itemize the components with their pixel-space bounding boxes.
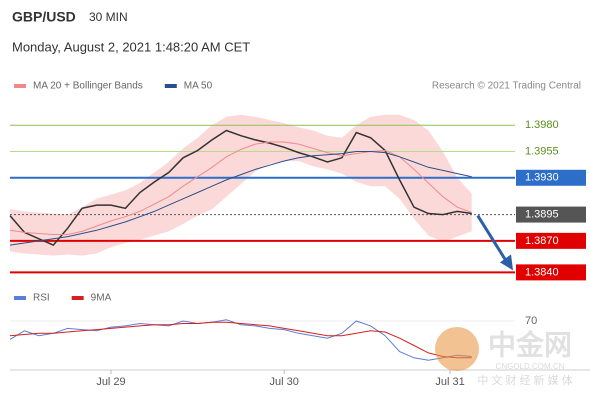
watermark: 中金网 CNGOLD.COM.CN 中 文 财 经 新 媒 体 (435, 327, 573, 387)
projection-arrowhead (500, 254, 513, 271)
series-line (9, 151, 472, 246)
legend-swatch (14, 296, 26, 300)
legend-label: 9MA (91, 293, 112, 304)
legend-swatch (164, 84, 177, 88)
symbol: GBP/USD (12, 9, 76, 25)
series-line (9, 141, 472, 235)
level-label-box (516, 169, 586, 186)
series-line (9, 321, 472, 359)
datetime: Monday, August 2, 2021 1:48:20 AM CET (12, 39, 250, 54)
watermark-brand: 中金网 (488, 328, 572, 360)
legend-swatch (14, 84, 26, 88)
level-label-box (516, 206, 586, 223)
legend-label: RSI (33, 293, 50, 304)
x-tick-label: Jul 31 (435, 376, 464, 388)
level-label: 1.3930 (525, 172, 559, 184)
x-tick-label: Jul 29 (96, 376, 125, 388)
level-label: 1.3980 (525, 119, 559, 131)
watermark-site: CNGOLD.COM.CN (496, 362, 565, 371)
legend-label: MA 50 (184, 81, 213, 92)
level-label-box (516, 264, 586, 281)
watermark-slogan: 中 文 财 经 新 媒 体 (477, 373, 572, 387)
level-label-box (516, 232, 586, 249)
timeframe: 30 MIN (89, 10, 128, 24)
watermark-logo (435, 327, 479, 371)
series-line (9, 129, 472, 247)
legend-swatch (71, 296, 84, 300)
source: Research © 2021 Trading Central (432, 81, 581, 92)
level-label: 1.3840 (525, 266, 559, 278)
y-tick-label: 70 (525, 315, 537, 327)
x-tick-label: Jul 30 (269, 376, 298, 388)
level-label: 1.3955 (525, 145, 559, 157)
projection-arrow (476, 214, 509, 264)
legend-label: MA 20 + Bollinger Bands (33, 81, 143, 92)
level-label: 1.3870 (525, 235, 559, 247)
bollinger-band (10, 114, 472, 256)
level-label: 1.3895 (525, 208, 559, 220)
